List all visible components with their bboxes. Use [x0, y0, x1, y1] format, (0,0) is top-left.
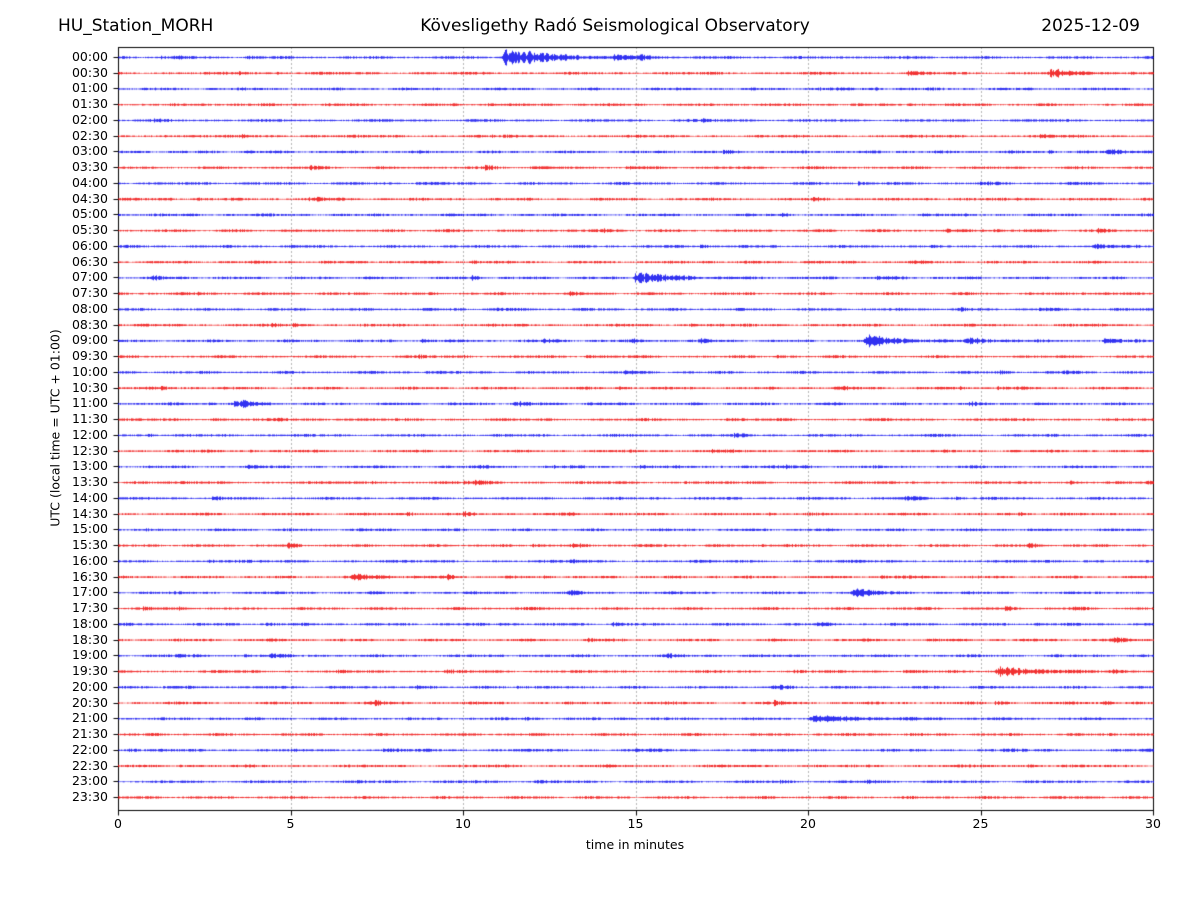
y-tick-label: 13:00 — [71, 458, 108, 474]
y-tick-label: 03:00 — [71, 143, 108, 159]
y-tick-label: 22:00 — [71, 741, 108, 757]
date-title: 2025-12-09 — [1041, 16, 1140, 36]
y-tick-label: 14:30 — [71, 505, 108, 521]
y-tick-label: 18:00 — [71, 615, 108, 631]
y-tick-label: 07:00 — [71, 269, 108, 285]
y-tick-label: 12:30 — [71, 442, 108, 458]
y-tick-label: 13:30 — [71, 474, 108, 490]
y-tick-label: 18:30 — [71, 631, 108, 647]
y-tick-label: 08:00 — [71, 300, 108, 316]
y-tick-label: 20:30 — [71, 694, 108, 710]
x-tick-label: 20 — [800, 816, 816, 831]
x-tick-label: 15 — [627, 816, 644, 831]
y-tick-label: 19:30 — [71, 663, 108, 679]
x-axis-title: time in minutes — [585, 837, 685, 852]
x-tick-label: 25 — [972, 816, 989, 831]
y-tick-label: 05:00 — [71, 206, 108, 222]
y-tick-label: 08:30 — [71, 316, 108, 332]
x-tick-label: 10 — [455, 816, 471, 831]
y-tick-label: 09:30 — [71, 348, 108, 364]
y-tick-label: 14:00 — [71, 489, 108, 505]
y-tick-label: 15:00 — [71, 521, 108, 537]
y-tick-label: 12:00 — [71, 426, 108, 442]
y-tick-label: 07:30 — [71, 285, 108, 301]
y-tick-label: 00:00 — [71, 49, 108, 64]
y-tick-label: 23:30 — [71, 789, 108, 804]
y-tick-label: 09:00 — [71, 332, 108, 348]
y-tick-label: 15:30 — [71, 537, 108, 553]
y-tick-label: 10:30 — [71, 379, 108, 395]
y-tick-label: 16:30 — [71, 568, 108, 584]
y-tick-label: 04:00 — [71, 174, 108, 190]
y-tick-label: 05:30 — [71, 222, 108, 238]
x-tick-label: 30 — [1145, 816, 1161, 831]
y-tick-label: 11:00 — [71, 395, 108, 411]
y-tick-label: 17:30 — [71, 600, 108, 616]
y-tick-label: 03:30 — [71, 159, 108, 175]
x-tick-label: 5 — [286, 816, 295, 831]
y-tick-label: 11:30 — [71, 411, 108, 427]
x-tick-label: 0 — [114, 816, 122, 831]
y-tick-label: 19:00 — [71, 647, 108, 663]
y-tick-label: 01:30 — [71, 96, 108, 112]
y-tick-label: 00:30 — [71, 64, 108, 80]
observatory-title: Kövesligethy Radó Seismological Observat… — [420, 16, 810, 36]
y-tick-label: 22:30 — [71, 757, 108, 773]
y-tick-label: 06:00 — [71, 237, 108, 253]
y-tick-label: 01:00 — [71, 80, 108, 96]
y-tick-label: 06:30 — [71, 253, 108, 269]
y-tick-label: 21:00 — [71, 710, 108, 726]
station-title: HU_Station_MORH — [58, 16, 214, 36]
y-tick-label: 17:00 — [71, 584, 108, 600]
y-tick-label: 10:00 — [71, 363, 108, 379]
y-tick-label: 21:30 — [71, 726, 108, 742]
y-tick-label: 04:30 — [71, 190, 108, 206]
y-tick-label: 02:00 — [71, 111, 108, 127]
y-tick-label: 23:00 — [71, 773, 108, 789]
y-tick-label: 20:00 — [71, 678, 108, 694]
y-tick-label: 02:30 — [71, 127, 108, 143]
y-tick-label: 16:00 — [71, 552, 108, 568]
